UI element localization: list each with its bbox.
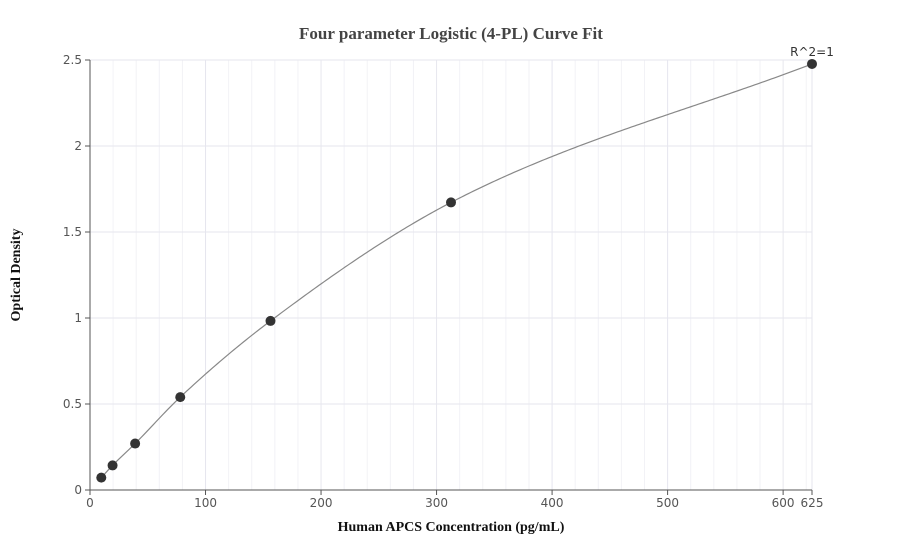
data-point (130, 438, 141, 449)
chart-title: Four parameter Logistic (4-PL) Curve Fit (299, 24, 603, 43)
data-point (446, 197, 456, 208)
x-axis-title: Human APCS Concentration (pg/mL) (338, 520, 565, 535)
y-tick-label: 0 (74, 483, 82, 497)
axis-layer: 0 100 200 300 400 500 600 625 0 0.5 1 1.5 2 2.5 (63, 53, 824, 510)
y-tick-label: 1 (74, 311, 82, 325)
y-tick-label: 2.5 (63, 53, 82, 67)
y-tick-label: 0.5 (63, 397, 82, 411)
y-tick-label: 1.5 (63, 225, 82, 239)
fit-curve (100, 63, 813, 479)
x-tick-label: 300 (425, 496, 448, 510)
y-axis-title: Optical Density (9, 229, 24, 322)
data-point (807, 58, 817, 69)
point-layer (96, 58, 817, 483)
data-point (107, 460, 118, 471)
x-tick-label: 600 (772, 496, 795, 510)
x-tick-label: 0 (86, 496, 94, 510)
x-tick-label: 400 (541, 496, 564, 510)
x-tick-label: 200 (310, 496, 333, 510)
data-point (265, 315, 276, 326)
x-tick-label: 100 (194, 496, 217, 510)
curve-layer (100, 63, 813, 479)
x-tick-label: 625 (801, 496, 824, 510)
data-point (96, 472, 107, 483)
data-point (175, 392, 186, 403)
x-tick-label: 500 (656, 496, 679, 510)
r-squared-annotation: R^2=1 (790, 45, 834, 59)
grid-layer (90, 59, 813, 490)
y-tick-label: 2 (74, 139, 82, 153)
